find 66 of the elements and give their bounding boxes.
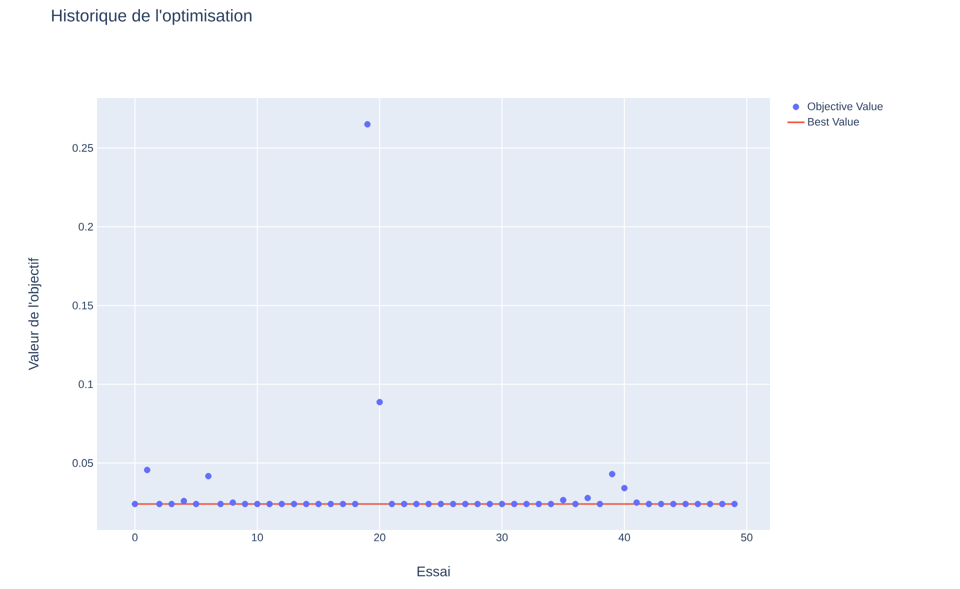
point [205,472,212,480]
point [132,500,138,508]
point [572,500,579,508]
y-tick-label: 0.25 [72,144,94,152]
point [474,500,481,508]
point [694,500,702,508]
y-tick-label: 0.2 [78,222,93,231]
y-tick-label: 0.05 [72,459,94,467]
point [511,500,518,508]
point [731,500,738,508]
x-tick-label: 20 [374,534,386,542]
point [608,470,616,478]
point [388,500,396,508]
point [621,484,628,492]
x-axis-title: Essai [418,566,450,576]
point [180,498,188,504]
point [290,500,298,508]
point [376,398,383,406]
point [658,500,664,508]
point [450,500,456,508]
point [413,500,420,508]
point [278,500,285,508]
legend-label: Objective Value [808,102,883,112]
point [523,500,530,508]
point [328,500,334,508]
point [425,500,432,508]
point [646,500,652,508]
point [340,500,346,508]
point [670,500,677,508]
point [548,500,554,508]
point [168,500,175,508]
point [498,500,506,508]
y-axis-title: Valeur de l'objectif [28,258,42,370]
point [400,500,408,508]
point [364,121,371,128]
y-tick-label: 0.1 [78,380,93,388]
point [230,499,236,506]
point [217,500,224,508]
x-tick-label: 50 [741,534,752,542]
point [266,500,273,508]
x-tick-label: 0 [132,534,138,542]
x-tick-label: 10 [252,534,263,542]
point [462,500,469,508]
point [596,500,604,508]
point [486,500,493,508]
point [706,500,714,508]
point [156,500,163,508]
point [242,500,248,508]
point [192,500,200,508]
point [438,500,444,508]
point [584,494,591,502]
x-tick-label: 30 [496,534,508,542]
point [536,500,542,508]
point [144,466,150,474]
point [560,496,566,504]
point [633,499,640,506]
chart-title: Historique de l'optimisation [52,9,252,25]
point [303,500,310,508]
point [682,500,689,508]
point [352,500,358,508]
point [254,500,260,508]
x-tick-label: 40 [618,534,630,542]
y-tick-label: 0.15 [72,302,94,310]
point [315,500,322,508]
legend-label: Best Value [808,118,859,126]
point [719,500,726,508]
